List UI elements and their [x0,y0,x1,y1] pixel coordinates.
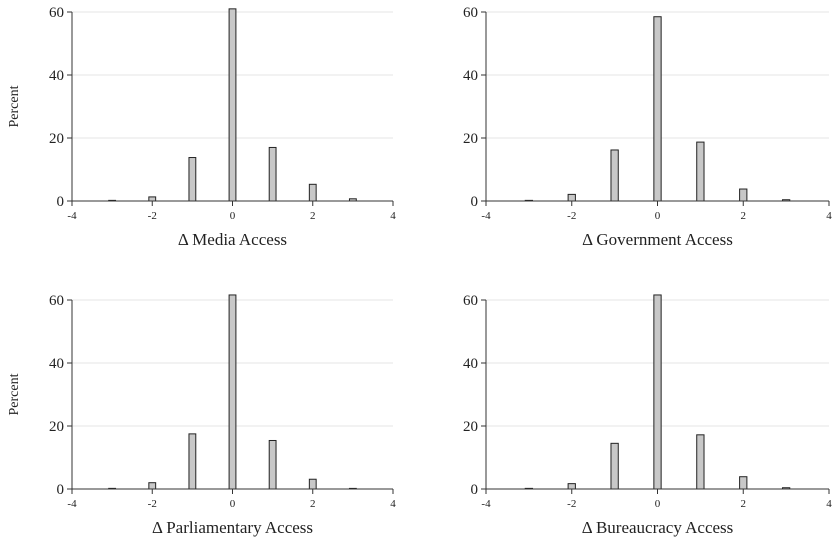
histogram-bar [653,16,662,202]
x-tick-label: 2 [741,210,747,222]
histogram-bar [567,193,576,202]
x-axis-title: Δ Media Access [178,230,287,249]
y-tick-label: 20 [463,131,478,147]
histogram-panel: 0 20 40 60 -4 -2 0 2 4 Δ Bureaucracy Access [463,293,832,537]
y-tick-label: 20 [49,419,64,435]
x-tick-label: 0 [230,210,236,222]
x-tick-label: -4 [481,210,491,222]
y-tick-label: 20 [49,131,64,147]
x-tick-label: -4 [67,498,77,510]
x-tick-label: -4 [481,498,491,510]
histogram-bar [148,482,157,490]
y-tick-label: 0 [57,482,65,498]
x-tick-label: 2 [310,210,316,222]
y-tick-label: 40 [49,356,64,372]
histogram-bar [188,433,197,490]
x-tick-label: 4 [826,498,832,510]
x-tick-label: 4 [390,210,396,222]
x-tick-label: -2 [148,210,157,222]
x-tick-label: 2 [741,498,747,510]
y-tick-label: 0 [471,482,479,498]
histogram-bar [653,294,662,490]
histogram-bar [739,188,748,202]
histogram-panel: 0 20 40 60 -4 -2 0 2 4 Δ Government Access [463,5,832,249]
y-tick-label: 60 [463,5,478,21]
x-tick-label: 0 [230,498,236,510]
histogram-bar [696,434,705,490]
histogram-bar [228,294,237,490]
x-tick-label: -2 [148,498,157,510]
histogram-bar [148,196,157,202]
histogram-bar [268,439,277,490]
x-axis-title: Δ Government Access [582,230,733,249]
histogram-bar [188,157,197,202]
histogram-panel: 0 20 40 60 -4 -2 0 2 4 Δ Media Access Percent [7,5,396,249]
y-tick-label: 60 [49,293,64,309]
y-axis-title: Percent [7,373,22,415]
x-tick-label: -4 [67,210,77,222]
x-tick-label: 0 [655,210,661,222]
histogram-bar [567,483,576,490]
y-tick-label: 60 [463,293,478,309]
histogram-bar [739,476,748,490]
histogram-bar [610,149,619,202]
y-axis-title: Percent [7,85,22,127]
histogram-panel: 0 20 40 60 -4 -2 0 2 4 Δ Parliamentary Access Perc… [7,293,396,537]
y-tick-label: 60 [49,5,64,21]
histogram-bar [610,442,619,490]
x-tick-label: 2 [310,498,316,510]
histogram-bar [308,478,317,490]
x-tick-label: 4 [390,498,396,510]
x-axis-title: Δ Parliamentary Access [152,518,313,537]
x-tick-label: 0 [655,498,661,510]
histogram-bar [268,146,277,202]
y-tick-label: 40 [463,356,478,372]
x-axis-title: Δ Bureaucracy Access [582,518,734,537]
y-tick-label: 40 [49,68,64,84]
histogram-bar [228,8,237,202]
y-tick-label: 0 [471,194,479,210]
histogram-bar [696,141,705,202]
x-tick-label: -2 [567,498,576,510]
y-tick-label: 40 [463,68,478,84]
histogram-bar [308,183,317,202]
x-tick-label: -2 [567,210,576,222]
y-tick-label: 0 [57,194,65,210]
x-tick-label: 4 [826,210,832,222]
y-tick-label: 20 [463,419,478,435]
